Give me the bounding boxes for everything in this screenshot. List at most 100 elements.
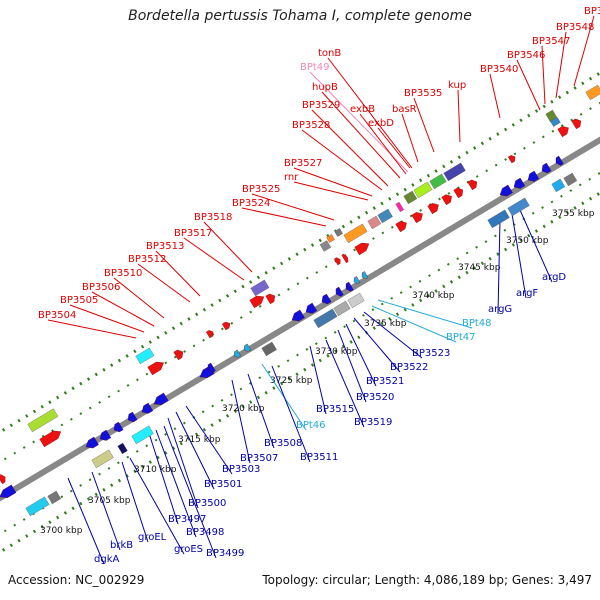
gene-label[interactable]: BP3501 <box>204 479 242 490</box>
reverse-gene[interactable] <box>334 286 344 298</box>
forward-gene[interactable] <box>557 124 571 138</box>
forward-gene[interactable] <box>205 329 215 339</box>
gene-label[interactable]: basR <box>392 104 417 115</box>
forward-feature[interactable] <box>395 201 404 213</box>
gene-label[interactable]: groES <box>174 544 203 555</box>
gene-label[interactable]: BPt48 <box>462 318 492 329</box>
gene-label[interactable]: BP3508 <box>264 438 302 449</box>
reverse-feature[interactable] <box>313 308 338 329</box>
reverse-trna[interactable] <box>360 271 369 280</box>
gene-label[interactable]: kup <box>448 80 466 91</box>
gene-label[interactable]: BPt47 <box>446 332 476 343</box>
reverse-gene[interactable] <box>526 170 540 184</box>
reverse-gene[interactable] <box>320 293 332 306</box>
gene-label[interactable]: BP3525 <box>242 184 280 195</box>
reverse-feature[interactable] <box>507 197 530 217</box>
forward-feature[interactable] <box>367 215 382 230</box>
forward-gene[interactable] <box>427 201 441 215</box>
reverse-feature[interactable] <box>47 490 62 505</box>
gene-label[interactable]: brkB <box>110 540 133 551</box>
reverse-gene[interactable] <box>140 402 154 416</box>
forward-gene[interactable] <box>411 210 425 224</box>
forward-gene[interactable] <box>453 186 465 199</box>
forward-gene[interactable] <box>395 219 409 233</box>
reverse-gene[interactable] <box>206 362 216 374</box>
gene-label[interactable]: BP3515 <box>316 404 354 415</box>
forward-feature[interactable] <box>429 173 447 190</box>
forward-gene[interactable] <box>173 348 185 361</box>
gene-label[interactable]: tonB <box>318 48 341 59</box>
forward-gene[interactable] <box>0 473 7 485</box>
gene-label[interactable]: argD <box>542 272 566 283</box>
gene-label[interactable]: BP3535 <box>404 88 442 99</box>
reverse-gene[interactable] <box>126 411 138 424</box>
gene-label[interactable]: BP3500 <box>188 498 226 509</box>
reverse-feature[interactable] <box>551 178 566 193</box>
gene-label[interactable]: groEL <box>138 532 167 543</box>
forward-feature[interactable] <box>250 279 270 297</box>
forward-feature[interactable] <box>413 181 433 199</box>
gene-label[interactable]: BP3499 <box>206 548 244 559</box>
reverse-gene[interactable] <box>498 184 513 199</box>
gene-label[interactable]: BPt46 <box>296 420 326 431</box>
reverse-gene[interactable] <box>344 281 354 293</box>
reverse-gene[interactable] <box>554 155 564 167</box>
reverse-gene[interactable] <box>98 429 112 443</box>
gene-label[interactable]: BP3503 <box>222 464 260 475</box>
gene-label[interactable]: BP3524 <box>232 198 270 209</box>
gene-label[interactable]: dgkA <box>94 554 119 565</box>
gene-label[interactable]: BP3507 <box>240 453 278 464</box>
gene-label[interactable]: BP3546 <box>507 50 545 61</box>
forward-feature[interactable] <box>334 228 343 237</box>
gene-label[interactable]: argG <box>488 304 512 315</box>
forward-gene[interactable] <box>265 292 277 305</box>
reverse-feature[interactable] <box>131 425 154 445</box>
gene-label[interactable]: BP3506 <box>82 282 120 293</box>
gene-label[interactable]: BP3519 <box>354 417 392 428</box>
forward-gene[interactable] <box>354 240 372 256</box>
reverse-feature[interactable] <box>117 442 128 455</box>
gene-label[interactable]: BP3547 <box>532 36 570 47</box>
forward-gene[interactable] <box>147 359 166 376</box>
gene-label[interactable]: rnr <box>284 172 299 183</box>
forward-gene[interactable] <box>333 256 342 266</box>
gene-label[interactable]: BP3523 <box>412 348 450 359</box>
forward-gene[interactable] <box>249 293 267 309</box>
forward-gene[interactable] <box>507 154 517 164</box>
reverse-gene[interactable] <box>84 436 99 451</box>
forward-gene[interactable] <box>39 428 63 448</box>
gene-label[interactable]: BP3497 <box>168 514 206 525</box>
forward-feature[interactable] <box>377 208 393 224</box>
gene-label[interactable]: BP3528 <box>292 120 330 131</box>
forward-gene[interactable] <box>571 117 583 130</box>
gene-label[interactable]: exbD <box>368 118 394 129</box>
reverse-trna[interactable] <box>242 343 252 353</box>
gene-label[interactable]: argF <box>516 288 538 299</box>
gene-label[interactable]: BP3521 <box>366 376 404 387</box>
reverse-feature[interactable] <box>563 172 578 187</box>
gene-label[interactable]: BP3511 <box>300 452 338 463</box>
gene-label[interactable]: BP3518 <box>194 212 232 223</box>
forward-feature[interactable] <box>326 234 335 243</box>
gene-label[interactable]: BP3540 <box>480 64 518 75</box>
gene-label[interactable]: BP3550 <box>584 6 600 17</box>
gene-label[interactable]: BP3512 <box>128 254 166 265</box>
forward-feature[interactable] <box>343 223 368 244</box>
gene-label[interactable]: BP3527 <box>284 158 322 169</box>
gene-label[interactable]: BP3510 <box>104 268 142 279</box>
reverse-gene[interactable] <box>0 484 17 501</box>
forward-feature[interactable] <box>27 408 59 433</box>
reverse-feature[interactable] <box>25 496 50 517</box>
forward-feature[interactable] <box>135 347 155 365</box>
gene-label[interactable]: hupB <box>312 82 338 93</box>
reverse-feature[interactable] <box>91 449 114 469</box>
forward-feature[interactable] <box>403 190 418 205</box>
gene-label[interactable]: BP3505 <box>60 295 98 306</box>
reverse-gene[interactable] <box>290 309 305 324</box>
gene-label[interactable]: BP3513 <box>146 241 184 252</box>
reverse-feature[interactable] <box>487 209 510 229</box>
gene-label[interactable]: BP3522 <box>390 362 428 373</box>
reverse-trna[interactable] <box>232 349 242 359</box>
gene-label[interactable]: BP3498 <box>186 527 224 538</box>
forward-gene[interactable] <box>221 320 232 331</box>
